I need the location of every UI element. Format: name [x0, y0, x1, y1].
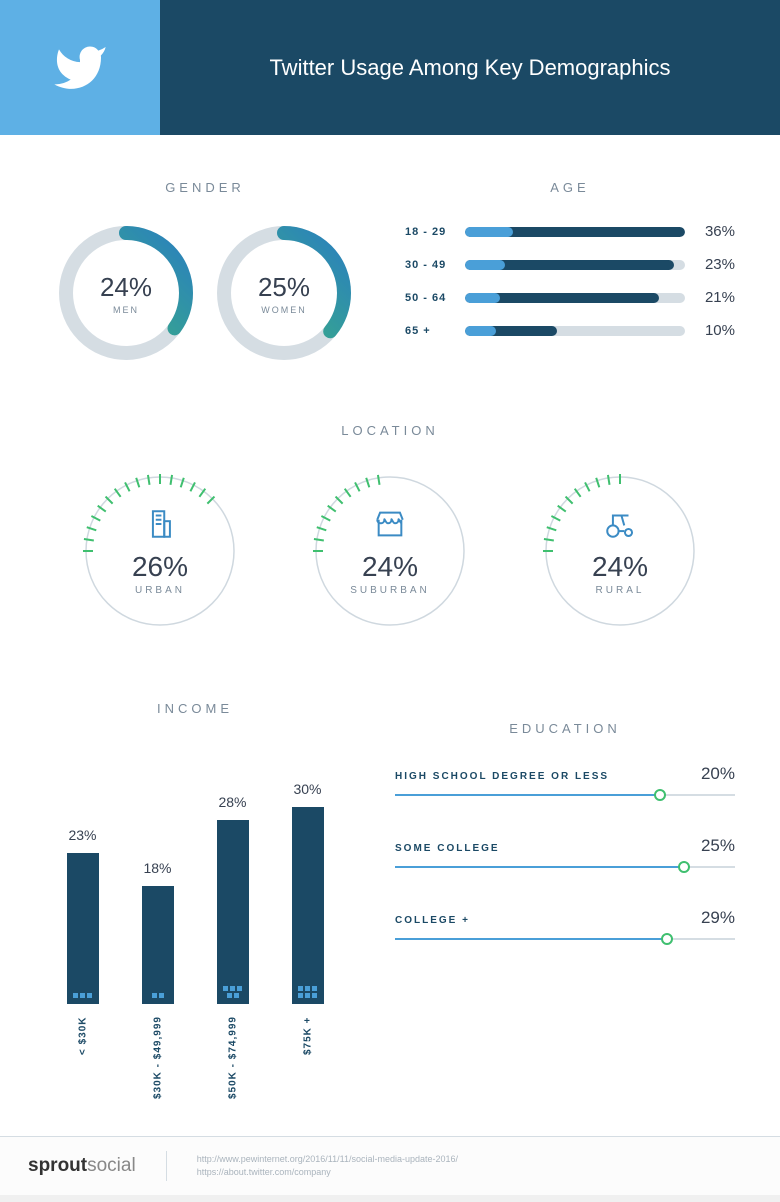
age-label: 30 - 49 — [405, 259, 465, 271]
income-bar: 30% — [286, 781, 330, 1004]
age-bar — [465, 326, 685, 336]
income-label: $50K - $74,999 — [211, 1016, 255, 1106]
age-title: AGE — [405, 180, 735, 195]
infographic-page: Twitter Usage Among Key Demographics GEN… — [0, 0, 780, 1195]
age-row: 50 - 64 21% — [405, 289, 735, 306]
income-bar-fill — [292, 807, 324, 1004]
store-icon — [373, 507, 407, 545]
location-suburban: 24% SUBURBAN — [300, 466, 480, 636]
income-label: < $30K — [61, 1016, 105, 1106]
age-label: 18 - 29 — [405, 226, 465, 238]
sources: http://www.pewinternet.org/2016/11/11/so… — [197, 1153, 458, 1180]
building-icon — [143, 507, 177, 545]
income-labels: < $30K $30K - $49,999 $50K - $74,999 $75K + — [45, 1016, 345, 1106]
age-section: AGE 18 - 29 36% 30 - 49 23% 50 - 64 21% … — [405, 180, 735, 363]
education-value: 29% — [701, 908, 735, 928]
age-row: 18 - 29 36% — [405, 223, 735, 240]
income-bar-fill — [67, 853, 99, 1004]
footer: sproutsocial http://www.pewinternet.org/… — [0, 1136, 780, 1195]
age-value: 23% — [685, 256, 735, 273]
education-row: COLLEGE + 29% — [395, 908, 735, 940]
age-row: 65 + 10% — [405, 322, 735, 339]
location-urban: 26% URBAN — [70, 466, 250, 636]
age-value: 21% — [685, 289, 735, 306]
page-title: Twitter Usage Among Key Demographics — [160, 0, 780, 135]
income-value: 28% — [218, 794, 246, 810]
slider-knob-icon — [654, 789, 666, 801]
tractor-icon — [603, 507, 637, 545]
age-label: 50 - 64 — [405, 292, 465, 304]
location-label: SUBURBAN — [350, 585, 430, 596]
brand-light: social — [87, 1155, 136, 1176]
education-rows: HIGH SCHOOL DEGREE OR LESS 20% SOME COLL… — [395, 764, 735, 940]
slider-knob-icon — [678, 861, 690, 873]
twitter-icon — [0, 0, 160, 135]
source-line: https://about.twitter.com/company — [197, 1166, 458, 1180]
source-line: http://www.pewinternet.org/2016/11/11/so… — [197, 1153, 458, 1167]
row-income-education: INCOME 23% 18% 28% 30% < $30K $30K - $49,… — [45, 701, 735, 1106]
donut-men: 24% MEN — [56, 223, 196, 363]
location-rural: 24% RURAL — [530, 466, 710, 636]
age-bar — [465, 293, 685, 303]
education-track — [395, 794, 735, 796]
education-value: 20% — [701, 764, 735, 784]
location-label: URBAN — [135, 585, 185, 596]
education-value: 25% — [701, 836, 735, 856]
content: GENDER 24% MEN — [0, 135, 780, 1136]
income-bar-fill — [142, 886, 174, 1004]
education-track — [395, 866, 735, 868]
income-bar: 18% — [136, 860, 180, 1004]
gender-title: GENDER — [45, 180, 365, 195]
age-bar — [465, 260, 685, 270]
income-section: INCOME 23% 18% 28% 30% < $30K $30K - $49,… — [45, 701, 345, 1106]
income-label: $75K + — [286, 1016, 330, 1106]
income-title: INCOME — [45, 701, 345, 716]
education-row: SOME COLLEGE 25% — [395, 836, 735, 868]
education-track — [395, 938, 735, 940]
brand-bold: sprout — [28, 1155, 87, 1176]
location-value: 24% — [362, 551, 418, 583]
income-value: 23% — [68, 827, 96, 843]
age-value: 10% — [685, 322, 735, 339]
slider-knob-icon — [661, 933, 673, 945]
education-label: SOME COLLEGE — [395, 843, 500, 854]
donut-women: 25% WOMEN — [214, 223, 354, 363]
row-gender-age: GENDER 24% MEN — [45, 180, 735, 363]
income-value: 30% — [293, 781, 321, 797]
education-row: HIGH SCHOOL DEGREE OR LESS 20% — [395, 764, 735, 796]
age-label: 65 + — [405, 325, 465, 337]
location-value: 26% — [132, 551, 188, 583]
age-row: 30 - 49 23% — [405, 256, 735, 273]
income-bar-fill — [217, 820, 249, 1004]
brand-logo: sproutsocial — [28, 1155, 136, 1177]
header: Twitter Usage Among Key Demographics — [0, 0, 780, 135]
age-rows: 18 - 29 36% 30 - 49 23% 50 - 64 21% 65 +… — [405, 223, 735, 339]
education-title: EDUCATION — [395, 721, 735, 736]
income-bar: 23% — [61, 827, 105, 1004]
donut-label: WOMEN — [261, 305, 307, 315]
age-bar — [465, 227, 685, 237]
donut-label: MEN — [113, 305, 139, 315]
location-section: LOCATION 26% URBAN 24% SUBURBAN — [45, 423, 735, 636]
income-bar: 28% — [211, 794, 255, 1004]
donut-value: 25% — [258, 272, 310, 303]
location-label: RURAL — [596, 585, 645, 596]
education-section: EDUCATION HIGH SCHOOL DEGREE OR LESS 20%… — [395, 701, 735, 1106]
education-label: COLLEGE + — [395, 915, 470, 926]
income-bars: 23% 18% 28% 30% — [45, 744, 345, 1004]
gender-section: GENDER 24% MEN — [45, 180, 365, 363]
location-title: LOCATION — [45, 423, 735, 438]
donut-value: 24% — [100, 272, 152, 303]
education-label: HIGH SCHOOL DEGREE OR LESS — [395, 771, 609, 782]
location-row: 26% URBAN 24% SUBURBAN 24% RUR — [45, 466, 735, 636]
location-value: 24% — [592, 551, 648, 583]
income-value: 18% — [143, 860, 171, 876]
donut-row: 24% MEN 25% WOMEN — [45, 223, 365, 363]
income-label: $30K - $49,999 — [136, 1016, 180, 1106]
age-value: 36% — [685, 223, 735, 240]
footer-divider — [166, 1151, 167, 1181]
